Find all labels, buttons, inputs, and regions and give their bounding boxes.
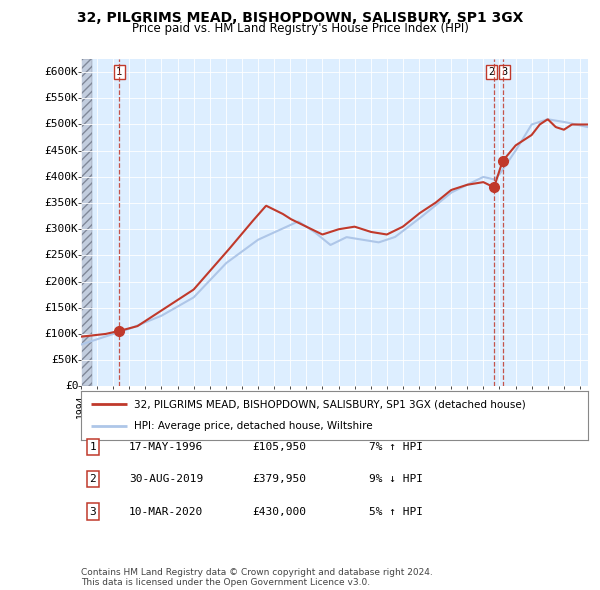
Text: 1: 1 xyxy=(116,67,122,77)
Text: £300K: £300K xyxy=(45,224,79,234)
Text: £105,950: £105,950 xyxy=(252,442,306,451)
Text: 17-MAY-1996: 17-MAY-1996 xyxy=(129,442,203,451)
Text: 30-AUG-2019: 30-AUG-2019 xyxy=(129,474,203,484)
Text: £0: £0 xyxy=(65,382,79,391)
Text: £150K: £150K xyxy=(45,303,79,313)
Text: £100K: £100K xyxy=(45,329,79,339)
Bar xyxy=(81,59,92,386)
Text: Contains HM Land Registry data © Crown copyright and database right 2024.
This d: Contains HM Land Registry data © Crown c… xyxy=(81,568,433,587)
Text: 2: 2 xyxy=(89,474,97,484)
Text: £50K: £50K xyxy=(52,355,79,365)
Text: 10-MAR-2020: 10-MAR-2020 xyxy=(129,507,203,516)
Text: £600K: £600K xyxy=(45,67,79,77)
Text: HPI: Average price, detached house, Wiltshire: HPI: Average price, detached house, Wilt… xyxy=(134,421,373,431)
Text: Price paid vs. HM Land Registry's House Price Index (HPI): Price paid vs. HM Land Registry's House … xyxy=(131,22,469,35)
Text: £250K: £250K xyxy=(45,251,79,260)
Text: £500K: £500K xyxy=(45,120,79,129)
Text: £379,950: £379,950 xyxy=(252,474,306,484)
Text: £430,000: £430,000 xyxy=(252,507,306,516)
Text: 32, PILGRIMS MEAD, BISHOPDOWN, SALISBURY, SP1 3GX: 32, PILGRIMS MEAD, BISHOPDOWN, SALISBURY… xyxy=(77,11,523,25)
Text: 7% ↑ HPI: 7% ↑ HPI xyxy=(369,442,423,451)
Text: £550K: £550K xyxy=(45,93,79,103)
Text: £450K: £450K xyxy=(45,146,79,156)
Text: £400K: £400K xyxy=(45,172,79,182)
Text: 32, PILGRIMS MEAD, BISHOPDOWN, SALISBURY, SP1 3GX (detached house): 32, PILGRIMS MEAD, BISHOPDOWN, SALISBURY… xyxy=(134,399,526,409)
Text: £200K: £200K xyxy=(45,277,79,287)
Bar xyxy=(81,59,92,386)
Text: £350K: £350K xyxy=(45,198,79,208)
Text: 5% ↑ HPI: 5% ↑ HPI xyxy=(369,507,423,516)
Text: 1: 1 xyxy=(89,442,97,451)
Text: 3: 3 xyxy=(501,67,508,77)
Text: 3: 3 xyxy=(89,507,97,516)
Text: 9% ↓ HPI: 9% ↓ HPI xyxy=(369,474,423,484)
Text: 2: 2 xyxy=(488,67,494,77)
